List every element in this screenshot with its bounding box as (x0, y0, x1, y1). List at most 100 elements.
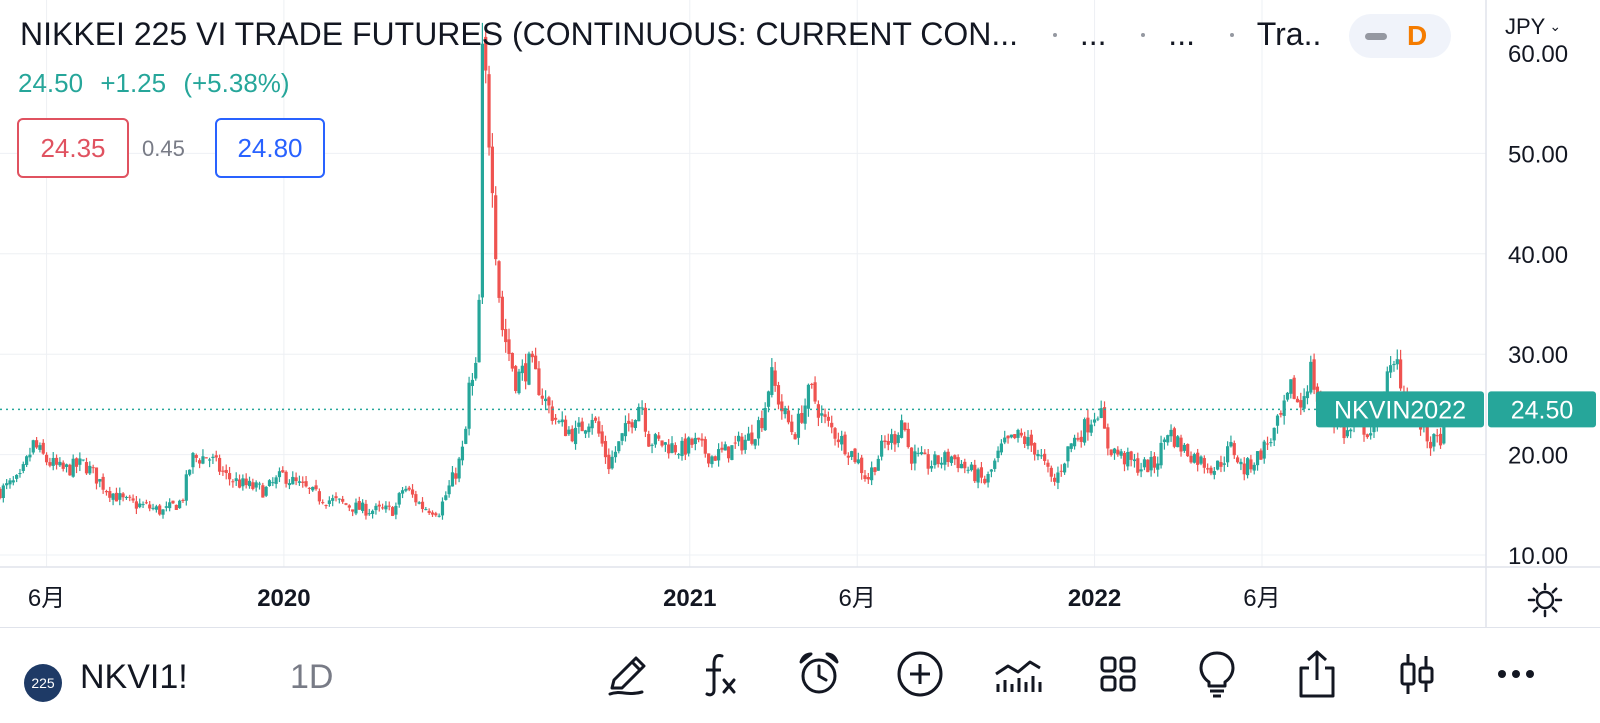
candle-body (44, 454, 49, 463)
candles-icon[interactable] (1386, 644, 1446, 704)
interval-selector[interactable]: 1D (290, 658, 334, 696)
candle-body (1099, 408, 1103, 418)
y-tick-label: 30.00 (1508, 342, 1568, 369)
candle-body (1289, 379, 1293, 394)
current-price-tag: 24.50 (1511, 396, 1574, 424)
candle-body (307, 487, 311, 489)
candle-body (98, 479, 102, 482)
candle-body (1226, 446, 1230, 463)
candle-body (384, 505, 388, 510)
candle-body (537, 368, 541, 396)
function-icon[interactable] (688, 644, 748, 704)
candle-body (287, 483, 292, 486)
candle-body (1282, 400, 1286, 416)
candle-body (640, 407, 644, 409)
candle-body (1262, 441, 1266, 459)
candle-body (1216, 460, 1220, 470)
candle-body (1219, 462, 1223, 467)
alarm-clock-icon[interactable] (789, 644, 849, 704)
delay-toggle[interactable]: D (1349, 14, 1451, 58)
candle-body (387, 505, 391, 507)
candle-body (713, 456, 717, 461)
layout-grid-icon[interactable] (1088, 644, 1148, 704)
candle-body (623, 423, 628, 437)
candle-body (231, 481, 235, 483)
candle-body (823, 414, 827, 417)
candle-body (783, 408, 787, 415)
candle-body (261, 485, 265, 498)
candle-body (164, 506, 168, 508)
buy-button[interactable]: 24.80 (215, 118, 325, 178)
candle-body (424, 509, 428, 511)
indicators-icon[interactable] (988, 644, 1048, 704)
candle-body (1275, 415, 1280, 426)
candle-body (297, 481, 302, 483)
candle-body (820, 413, 824, 416)
instrument-title[interactable]: NIKKEI 225 VI TRADE FUTURES (CONTINUOUS:… (20, 16, 1320, 56)
candle-body (1053, 477, 1057, 482)
candle-body (357, 501, 361, 510)
chevron-down-icon: ⌄ (1549, 18, 1562, 34)
candle-body (1245, 458, 1250, 476)
candle-body (1036, 454, 1040, 457)
candle-body (1269, 442, 1273, 444)
instrument-name: NIKKEI 225 VI TRADE FUTURES (CONTINUOUS:… (20, 16, 1019, 52)
candle-body (1279, 413, 1283, 415)
pencil-icon[interactable] (598, 644, 658, 704)
candle-body (474, 362, 478, 379)
candle-body (0, 488, 2, 499)
candle-body (866, 477, 870, 480)
candle-body (477, 299, 481, 363)
candle-body (840, 435, 844, 445)
candle-body (1119, 451, 1123, 456)
candle-body (1365, 434, 1369, 438)
candle-body (1272, 427, 1276, 441)
candle-body (84, 462, 89, 474)
candle-body (1259, 450, 1263, 460)
candle-body (168, 502, 172, 509)
candle-body (397, 493, 401, 505)
candle-body (660, 440, 664, 446)
candle-body (507, 339, 511, 354)
more-icon[interactable] (1486, 644, 1546, 704)
lightbulb-icon[interactable] (1187, 644, 1247, 704)
candle-body (976, 469, 980, 483)
candle-body (600, 431, 604, 444)
candle-body (1399, 359, 1403, 389)
candle-body (617, 441, 621, 452)
settings-icon[interactable] (1525, 580, 1565, 620)
candle-body (1176, 436, 1180, 448)
candle-body (956, 457, 960, 469)
y-tick-label: 40.00 (1508, 242, 1568, 269)
candle-body (813, 382, 817, 402)
candle-body (850, 451, 854, 457)
candle-body (500, 296, 504, 331)
candle-body (377, 504, 381, 507)
candle-body (271, 482, 275, 484)
candle-body (753, 439, 757, 446)
candle-body (856, 459, 860, 464)
candle-body (1159, 442, 1163, 466)
candle-body (953, 455, 957, 460)
candle-body (88, 465, 92, 474)
candle-body (1249, 459, 1253, 470)
candle-body (540, 395, 544, 399)
candle-body (1122, 452, 1127, 465)
add-icon[interactable] (890, 644, 950, 704)
currency-selector[interactable]: JPY ⌄ (1505, 14, 1561, 40)
candle-body (886, 440, 890, 445)
candle-body (926, 454, 930, 469)
candle-body (1349, 429, 1353, 432)
share-icon[interactable] (1287, 644, 1347, 704)
candle-body (766, 391, 771, 407)
candle-body (1305, 391, 1310, 399)
spread-value: 0.45 (142, 136, 185, 161)
sell-button[interactable]: 24.35 (17, 118, 129, 178)
price-chart[interactable]: 10.00 20.00 30.00 40.00 50.00 60.00 6月 2020 2021… (0, 0, 1600, 627)
candle-body (1096, 418, 1100, 420)
candle-body (1023, 436, 1027, 445)
candle-body (141, 504, 145, 506)
candle-body (750, 432, 754, 444)
candle-body (1229, 441, 1233, 447)
symbol-selector[interactable]: NKVI1! (80, 658, 188, 696)
